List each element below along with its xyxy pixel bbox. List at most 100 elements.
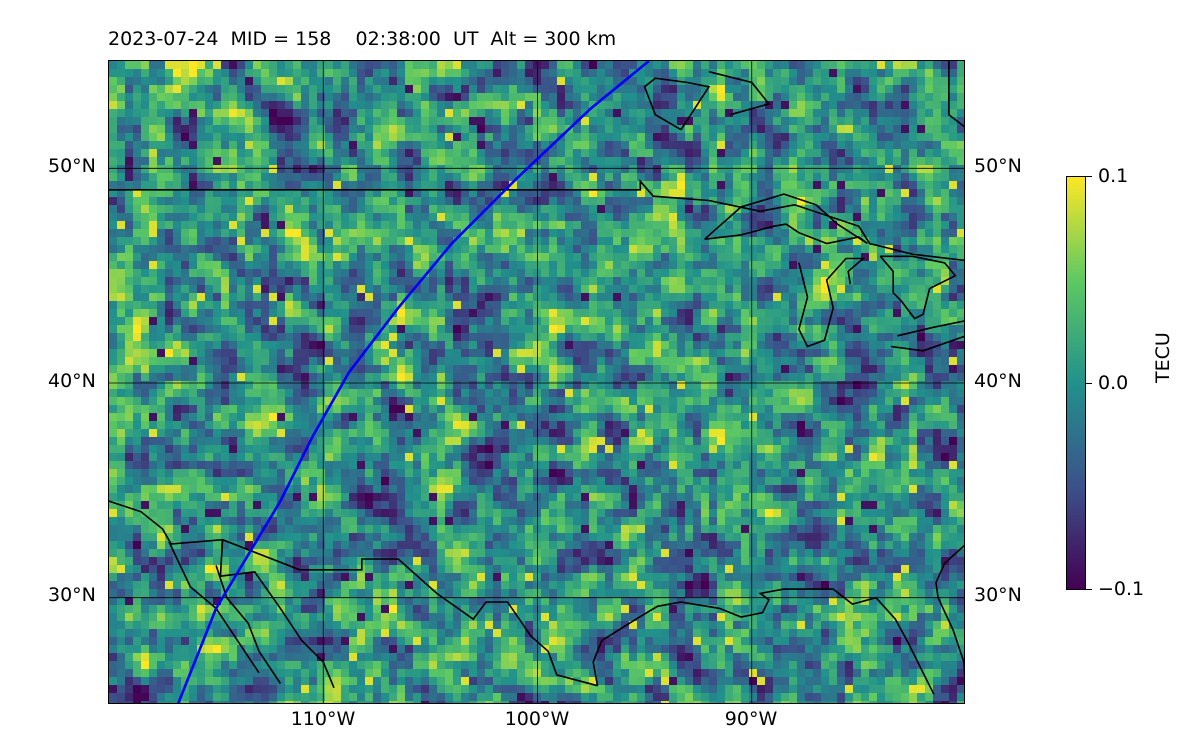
tec-cell [525, 133, 534, 142]
tec-cell [757, 317, 766, 326]
tec-cell [141, 93, 150, 102]
tec-cell [213, 85, 222, 94]
tec-cell [229, 205, 238, 214]
tec-cell [285, 269, 294, 278]
tec-cell [917, 221, 926, 230]
tec-cell [757, 253, 766, 262]
tec-cell [477, 269, 486, 278]
tec-cell [565, 173, 574, 182]
tec-cell [333, 301, 342, 310]
tec-cell [917, 141, 926, 150]
tec-cell [589, 421, 598, 430]
tec-cell [589, 141, 598, 150]
tec-cell [725, 173, 734, 182]
tec-cell [773, 397, 782, 406]
tec-cell [141, 133, 150, 142]
tec-cell [653, 165, 662, 174]
tec-cell [469, 421, 478, 430]
tec-cell [357, 157, 366, 166]
tec-cell [829, 61, 838, 70]
tec-cell [397, 77, 406, 86]
tec-cell [549, 221, 558, 230]
tec-cell [661, 309, 670, 318]
tec-cell [365, 173, 374, 182]
tec-cell [741, 253, 750, 262]
tec-cell [685, 277, 694, 286]
tec-cell [453, 357, 462, 366]
tec-cell [261, 285, 270, 294]
tec-cell [933, 181, 942, 190]
tec-cell [525, 237, 534, 246]
tec-cell [325, 165, 334, 174]
tec-cell [197, 229, 206, 238]
tec-cell [173, 237, 182, 246]
tec-cell [925, 77, 934, 86]
tec-cell [573, 413, 582, 422]
tec-cell [413, 173, 422, 182]
tec-cell [333, 77, 342, 86]
tec-cell [589, 365, 598, 374]
tec-cell [461, 357, 470, 366]
tec-cell [341, 253, 350, 262]
tec-cell [693, 341, 702, 350]
tec-cell [141, 253, 150, 262]
tec-cell [573, 397, 582, 406]
tec-cell [293, 277, 302, 286]
tec-cell [445, 253, 454, 262]
tec-cell [573, 213, 582, 222]
tec-cell [237, 421, 246, 430]
tec-cell [541, 389, 550, 398]
tec-cell [269, 205, 278, 214]
tec-cell [805, 389, 814, 398]
tec-cell [365, 213, 374, 222]
tec-cell [421, 317, 430, 326]
tec-cell [189, 237, 198, 246]
tec-cell [677, 69, 686, 78]
tec-cell [117, 133, 126, 142]
tec-cell [933, 397, 942, 406]
tec-cell [133, 157, 142, 166]
tec-cell [413, 125, 422, 134]
tec-cell [229, 197, 238, 206]
tec-cell [477, 285, 486, 294]
tec-cell [797, 77, 806, 86]
tec-cell [685, 109, 694, 118]
tec-cell [245, 85, 254, 94]
tec-cell [381, 157, 390, 166]
tec-cell [277, 285, 286, 294]
tec-cell [773, 69, 782, 78]
tec-cell [837, 341, 846, 350]
tec-cell [861, 349, 870, 358]
tec-cell [397, 173, 406, 182]
tec-cell [701, 117, 710, 126]
tec-cell [205, 381, 214, 390]
tec-cell [501, 405, 510, 414]
tec-cell [541, 397, 550, 406]
tec-cell [725, 181, 734, 190]
tec-cell [277, 141, 286, 150]
tec-cell [301, 133, 310, 142]
tec-cell [461, 261, 470, 270]
tec-cell [157, 285, 166, 294]
tec-cell [349, 237, 358, 246]
tec-cell [781, 421, 790, 430]
tec-cell [621, 341, 630, 350]
tec-cell [725, 69, 734, 78]
tec-cell [229, 221, 238, 230]
tec-cell [277, 165, 286, 174]
tec-cell [221, 157, 230, 166]
tec-cell [893, 117, 902, 126]
tec-cell [429, 77, 438, 86]
tec-cell [805, 221, 814, 230]
tec-cell [181, 61, 190, 70]
tec-cell [789, 365, 798, 374]
tec-cell [293, 109, 302, 118]
tec-cell [461, 381, 470, 390]
tec-cell [413, 261, 422, 270]
tec-cell [597, 109, 606, 118]
tec-cell [797, 357, 806, 366]
tec-cell [701, 357, 710, 366]
tec-cell [333, 141, 342, 150]
tec-cell [925, 245, 934, 254]
tec-cell [765, 277, 774, 286]
